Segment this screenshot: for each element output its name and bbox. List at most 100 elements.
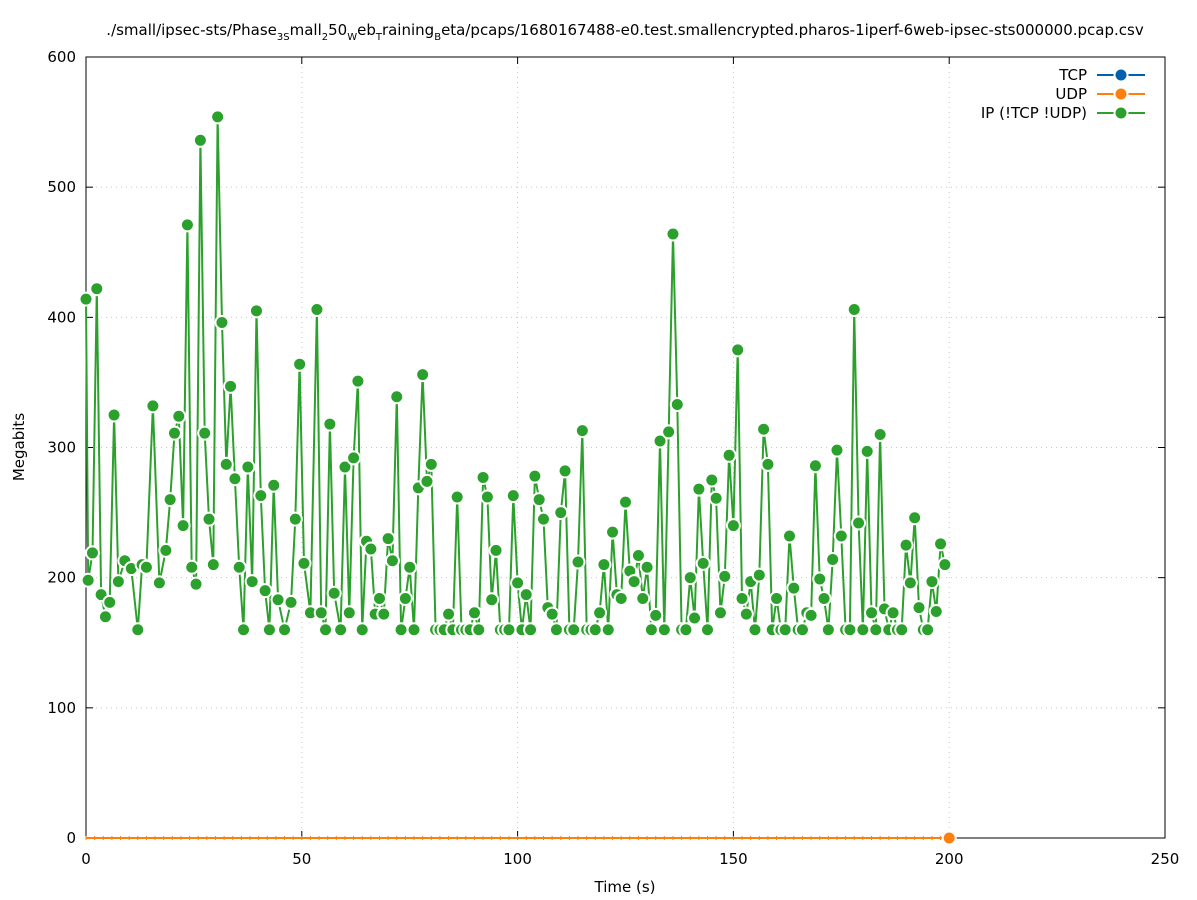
data-point: [669, 397, 685, 413]
title-part: T: [375, 32, 383, 43]
y-tick-label: 500: [47, 178, 76, 196]
y-tick-label: 100: [47, 699, 76, 717]
data-point: [266, 477, 282, 493]
grid: [86, 57, 1165, 838]
data-point: [240, 459, 256, 475]
data-point: [130, 622, 146, 638]
data-point: [769, 590, 785, 606]
data-point: [687, 610, 703, 626]
data-point: [371, 590, 387, 606]
x-tick-label: 150: [719, 850, 748, 868]
data-point: [287, 511, 303, 527]
legend-swatch-marker: [1113, 105, 1129, 121]
data-point: [661, 424, 677, 440]
x-tick-label: 250: [1151, 850, 1180, 868]
data-point: [566, 622, 582, 638]
legend-swatch-marker: [1113, 67, 1129, 83]
x-axis: 0 50 100 150 200 250: [81, 57, 1179, 868]
data-point: [920, 622, 936, 638]
data-point: [695, 555, 711, 571]
data-point: [527, 468, 543, 484]
data-point: [587, 622, 603, 638]
data-point: [505, 488, 521, 504]
data-point: [747, 622, 763, 638]
series-2: [78, 109, 953, 638]
data-point: [544, 606, 560, 622]
data-point: [292, 356, 308, 372]
data-point: [166, 425, 182, 441]
data-point: [227, 471, 243, 487]
data-point: [933, 536, 949, 552]
legend-item: UDP: [1055, 85, 1145, 103]
data-point: [78, 291, 94, 307]
title-part: raining: [382, 21, 434, 39]
data-point: [393, 622, 409, 638]
data-point: [449, 489, 465, 505]
data-point: [635, 590, 651, 606]
data-point: [205, 557, 221, 573]
legend-label: IP (!TCP !UDP): [981, 104, 1087, 122]
data-point: [261, 622, 277, 638]
data-point: [794, 622, 810, 638]
data-point: [210, 109, 226, 125]
data-point: [864, 605, 880, 621]
data-point: [786, 580, 802, 596]
data-point: [924, 574, 940, 590]
title-part: 3S: [277, 32, 290, 43]
data-point: [911, 600, 927, 616]
data-point: [354, 622, 370, 638]
data-point: [257, 583, 273, 599]
data-point: [557, 463, 573, 479]
data-point: [648, 607, 664, 623]
data-point: [309, 302, 325, 318]
data-point: [471, 622, 487, 638]
data-point: [479, 489, 495, 505]
data-point: [756, 421, 772, 437]
data-point: [782, 528, 798, 544]
data-point: [214, 315, 230, 331]
data-point: [592, 605, 608, 621]
data-point: [89, 281, 105, 297]
data-point: [184, 559, 200, 575]
data-point: [145, 398, 161, 414]
data-point: [820, 622, 836, 638]
data-point: [313, 605, 329, 621]
data-point: [415, 367, 431, 383]
data-point: [885, 605, 901, 621]
data-point: [350, 373, 366, 389]
data-point: [652, 433, 668, 449]
series-layer: [78, 109, 957, 846]
data-point: [188, 576, 204, 592]
data-point: [488, 542, 504, 558]
y-tick-label: 200: [47, 569, 76, 587]
series-1: [85, 830, 957, 846]
data-point: [380, 531, 396, 547]
title-part: mall: [290, 21, 322, 39]
data-point: [201, 511, 217, 527]
data-point: [106, 407, 122, 423]
title-part: W: [347, 32, 357, 43]
data-point: [678, 622, 694, 638]
data-point: [700, 622, 716, 638]
data-point: [162, 492, 178, 508]
data-point: [816, 590, 832, 606]
data-point: [346, 450, 362, 466]
data-point: [639, 559, 655, 575]
data-point: [894, 622, 910, 638]
data-point: [825, 551, 841, 567]
data-point: [406, 622, 422, 638]
data-point: [402, 559, 418, 575]
legend-swatch-marker: [1113, 86, 1129, 102]
data-point: [283, 594, 299, 610]
data-point: [223, 378, 239, 394]
data-point: [419, 473, 435, 489]
data-point: [218, 456, 234, 472]
data-point: [760, 456, 776, 472]
data-point: [244, 574, 260, 590]
data-point: [717, 568, 733, 584]
legend-item: IP (!TCP !UDP): [981, 104, 1145, 122]
data-point: [84, 545, 100, 561]
title-part: ./small/ipsec-sts/Phase: [106, 21, 277, 39]
data-point: [751, 567, 767, 583]
data-point: [192, 132, 208, 148]
